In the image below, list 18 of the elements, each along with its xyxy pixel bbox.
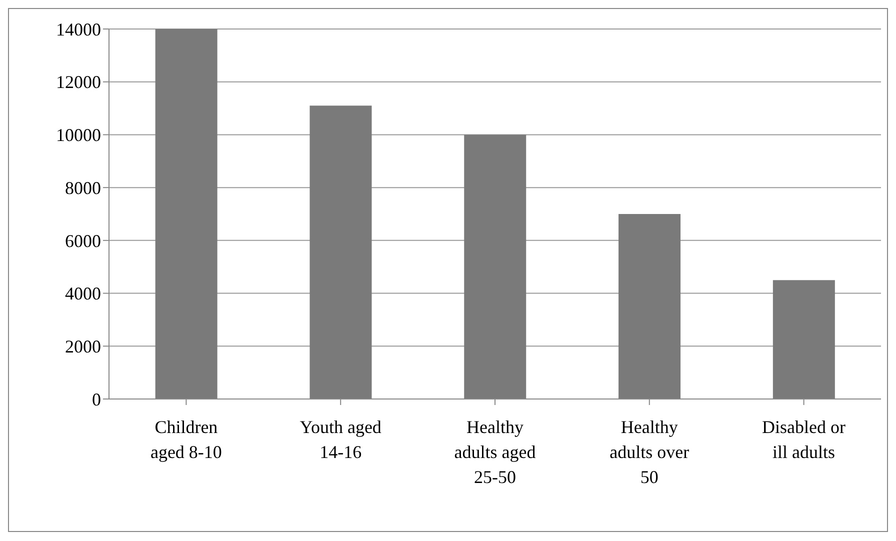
y-tick-label: 6000 (65, 230, 101, 251)
bar (618, 214, 681, 399)
y-tick-label: 12000 (56, 72, 101, 92)
y-tick-label: 4000 (65, 284, 101, 304)
bar (772, 280, 835, 399)
bar (464, 134, 526, 399)
y-tick-label: 2000 (65, 336, 101, 357)
y-tick-label: 14000 (56, 19, 101, 40)
y-tick-label: 10000 (56, 125, 101, 146)
bar (310, 106, 372, 399)
y-tick-label: 0 (92, 389, 101, 410)
x-tick-label: Youth aged 14-16 (300, 417, 382, 462)
x-tick-label: Healthy adults over 50 (610, 417, 690, 487)
bar (155, 29, 218, 399)
x-tick-label: Disabled or ill adults (762, 417, 846, 462)
y-tick-label: 8000 (65, 178, 101, 198)
x-tick-label: Children aged 8-10 (150, 417, 222, 462)
x-tick-label: Healthy adults aged 25-50 (454, 417, 536, 487)
